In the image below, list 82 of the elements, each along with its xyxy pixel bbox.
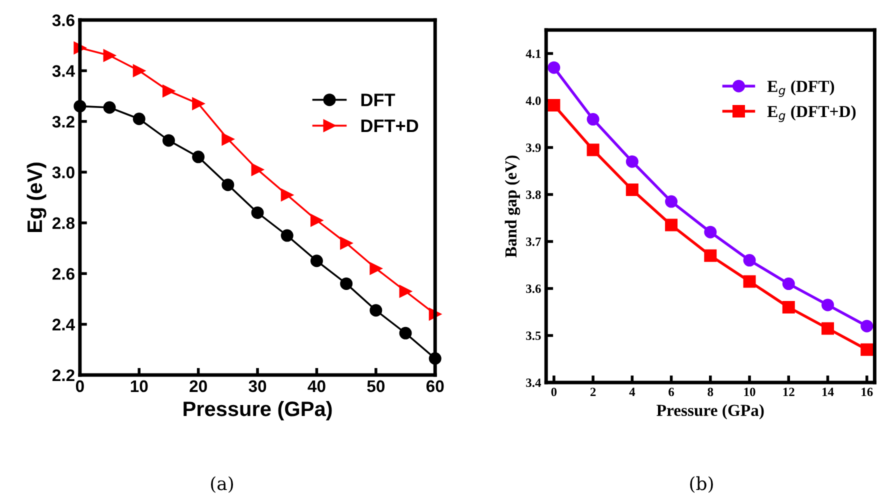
y-tick-label: 3.0	[52, 166, 74, 178]
y-tick-label: 2.4	[52, 318, 75, 330]
y-tick-label: 3.6	[52, 14, 74, 26]
x-tick-label: 30	[248, 380, 266, 392]
point	[665, 218, 678, 232]
point	[399, 285, 412, 298]
y-tick-label: 3.9	[526, 144, 541, 152]
x-tick-label: 4	[629, 388, 636, 396]
point	[251, 206, 264, 219]
y-tick-label: 3.7	[526, 238, 541, 246]
x-tick-label: 60	[426, 380, 444, 392]
y-tick-label: 3.8	[526, 190, 541, 200]
point	[103, 49, 116, 62]
y-tick-label: 2.2	[52, 369, 74, 382]
point	[340, 236, 353, 250]
y-tick-label: 3.2	[52, 116, 74, 128]
legend-label: DFT+D	[361, 120, 418, 132]
x-axis-title: Pressure (GPa)	[184, 400, 332, 420]
y-tick-label: 3.5	[526, 332, 541, 340]
y-axis-title: Band gap (eV)	[504, 156, 520, 258]
point	[399, 326, 412, 340]
point	[370, 304, 382, 317]
point	[782, 301, 795, 314]
point	[310, 214, 323, 227]
x-tick-label: 16	[862, 388, 873, 396]
point	[821, 322, 834, 335]
text: (a)	[211, 476, 233, 493]
y-tick-label: 3.4	[526, 378, 542, 388]
x-tick-label: 50	[367, 380, 385, 392]
x-tick-label: 2	[590, 388, 596, 396]
point	[192, 150, 205, 164]
x-tick-label: 12	[783, 388, 794, 396]
point	[821, 298, 834, 312]
y-tick-label: 2.6	[52, 268, 74, 280]
point	[310, 254, 323, 268]
point	[162, 134, 175, 147]
x-tick-label: 0	[551, 388, 557, 396]
point	[132, 64, 146, 77]
x-tick-label: 6	[668, 388, 674, 396]
x-tick-label: 14	[822, 388, 834, 396]
point	[251, 163, 264, 176]
point	[586, 144, 600, 156]
legend-label: E$_{g}$ (DFT)	[767, 80, 834, 97]
y-tick-label: 3.6	[526, 284, 541, 294]
x-axis-title: Pressure (GPa)	[656, 404, 764, 420]
point	[548, 61, 560, 74]
x-tick-label: 10	[130, 380, 148, 392]
point	[665, 195, 678, 208]
y-tick-label: 4.0	[526, 96, 541, 106]
y-tick-label: 2.8	[52, 217, 75, 230]
point	[222, 132, 234, 146]
y-tick-label: 3.4	[52, 65, 75, 77]
x-tick-label: 10	[744, 388, 756, 396]
x-tick-label: 8	[708, 388, 714, 396]
point	[280, 188, 294, 202]
x-tick-label: 0	[76, 380, 84, 392]
point	[222, 178, 234, 192]
legend-label: DFT	[361, 94, 396, 106]
point	[548, 98, 560, 112]
point	[370, 262, 382, 275]
point	[782, 278, 795, 290]
point	[132, 112, 146, 126]
point	[860, 320, 874, 332]
point	[626, 155, 638, 168]
point	[280, 229, 294, 242]
point	[860, 343, 874, 356]
point	[704, 249, 717, 262]
point	[192, 97, 205, 110]
point	[704, 226, 717, 238]
legend-label: E$_{g}$ (DFT+D)	[767, 105, 856, 122]
point	[162, 84, 175, 98]
point	[586, 113, 600, 126]
y-tick-label: 4.1	[526, 50, 541, 58]
point	[743, 275, 756, 288]
point	[340, 277, 353, 290]
point	[103, 101, 116, 114]
point	[626, 184, 638, 196]
y-axis-title: Eg (eV)	[26, 162, 46, 232]
point	[743, 254, 756, 267]
text: (b)	[690, 476, 713, 493]
x-tick-label: 20	[190, 380, 207, 392]
x-tick-label: 40	[308, 380, 326, 392]
